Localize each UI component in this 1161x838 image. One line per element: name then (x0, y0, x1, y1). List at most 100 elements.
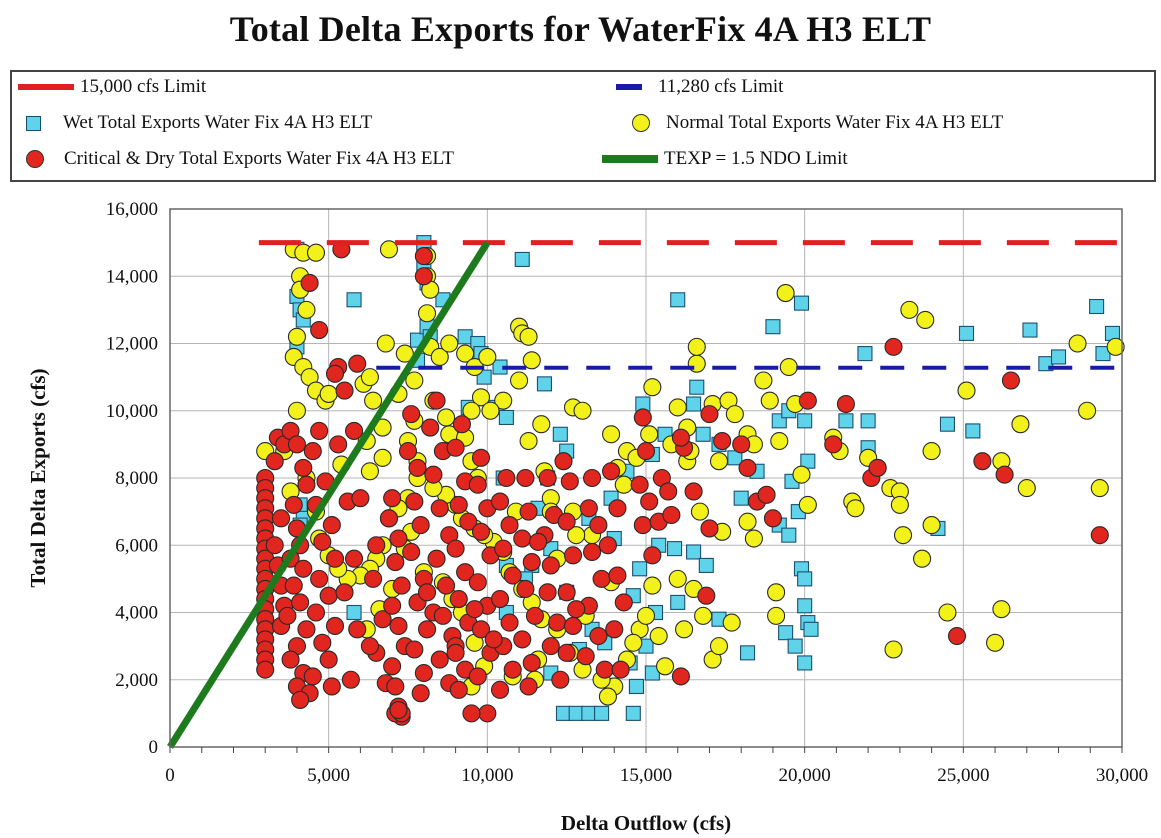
wet-data-point (857, 346, 873, 362)
normal-data-point (598, 687, 617, 706)
critical-dry-data-point (551, 670, 570, 689)
critical-dry-data-point (516, 579, 535, 599)
critical-dry-data-point (329, 435, 348, 454)
critical-dry-data-point (348, 620, 367, 639)
normal-data-point (405, 371, 424, 390)
wet-data-point (670, 594, 686, 610)
critical-dry-data-point (303, 442, 322, 461)
normal-data-point (668, 398, 687, 417)
critical-dry-data-point (583, 468, 602, 488)
wet-data-point (765, 319, 781, 335)
critical-dry-data-point (529, 532, 548, 551)
legend-item-normal: Normal Total Exports Water Fix 4A H3 ELT (632, 112, 1003, 134)
reference-lines (167, 240, 1122, 749)
wet-data-point (939, 416, 956, 432)
critical-dry-data-point (500, 613, 519, 632)
critical-dry-data-point (408, 458, 427, 477)
critical-dry-data-point (484, 630, 503, 649)
critical-dry-data-point (284, 495, 303, 514)
critical-dry-data-point (433, 606, 452, 625)
normal-data-point (297, 300, 316, 319)
wet-data-point (838, 413, 854, 429)
y-tick-label: 10,000 (106, 401, 158, 422)
critical-dry-data-point (525, 606, 544, 625)
wet-data-point (803, 621, 819, 637)
wet-data-point (514, 251, 530, 267)
normal-data-point (567, 526, 586, 545)
critical-dry-data-point (414, 267, 433, 286)
critical-dry-data-point (614, 593, 633, 612)
wet-data-point (965, 423, 981, 439)
critical-dry-data-point (471, 448, 491, 467)
critical-dry-data-point (281, 650, 300, 669)
critical-dry-data-point (287, 435, 306, 454)
critical-dry-data-point (297, 475, 316, 494)
critical-dry-data-point (583, 542, 602, 562)
critical-dry-data-point (452, 415, 471, 434)
wet-data-point (739, 645, 756, 661)
wet-data-point (733, 490, 749, 506)
critical-dry-data-point (633, 408, 652, 427)
series-normal (256, 240, 1125, 706)
x-tick-label: 25,000 (937, 765, 989, 786)
normal-data-point (360, 368, 379, 387)
normal-data-point (287, 327, 306, 346)
critical-dry-data-point (449, 589, 468, 609)
normal-data-point (913, 549, 932, 568)
normal-data-point (1090, 479, 1109, 498)
critical-dry-data-point (351, 489, 370, 508)
normal-data-point (306, 243, 326, 262)
legend-item-11280-limit: 11,280 cfs Limit (602, 76, 783, 98)
normal-data-point (709, 637, 729, 656)
critical-dry-data-point (335, 381, 354, 400)
y-tick-label: 14,000 (106, 266, 158, 287)
wet-data-point (689, 379, 705, 395)
normal-data-point (602, 425, 621, 444)
critical-dry-data-point (456, 563, 475, 582)
critical-dry-data-point (341, 670, 360, 689)
critical-dry-data-point (468, 667, 487, 686)
normal-data-point (957, 381, 976, 400)
critical-dry-data-point (513, 630, 532, 649)
normal-data-point (364, 391, 383, 410)
critical-dry-data-point (576, 647, 595, 666)
normal-data-point (893, 526, 913, 545)
legend-item-texp-limit: TEXP = 1.5 NDO Limit (602, 148, 848, 170)
critical-dry-data-point (424, 465, 443, 484)
critical-dry-data-point (389, 616, 408, 636)
critical-dry-data-point (322, 516, 341, 535)
critical-dry-data-point (303, 667, 322, 686)
series-critical-dry (256, 240, 1109, 726)
critical-dry-data-point (659, 482, 678, 501)
normal-data-point (643, 378, 662, 397)
normal-data-point (655, 657, 675, 676)
critical-dry-data-point (345, 421, 364, 440)
normal-data-point (725, 405, 744, 424)
critical-dry-data-point (697, 586, 716, 605)
legend-label: TEXP = 1.5 NDO Limit (664, 148, 848, 169)
critical-dry-data-point (836, 394, 855, 414)
critical-dry-data-point (633, 516, 652, 535)
critical-dry-data-point (557, 643, 576, 662)
critical-dry-data-point (284, 576, 303, 595)
critical-dry-data-point (325, 364, 345, 383)
critical-dry-data-point (386, 553, 405, 572)
wet-data-point (787, 638, 803, 654)
y-axis-title: Total Delta Exports (cfs) (26, 368, 50, 587)
critical-dry-data-point (325, 549, 345, 568)
critical-dry-data-point (345, 549, 364, 568)
legend-yellow-circle-icon (632, 114, 650, 132)
wet-data-point (1089, 298, 1105, 315)
critical-dry-data-point (389, 529, 408, 548)
critical-dry-data-point (548, 613, 567, 632)
wet-data-point (555, 705, 572, 721)
critical-dry-data-point (494, 539, 513, 558)
critical-dry-data-point (446, 539, 465, 558)
normal-data-point (760, 391, 779, 410)
critical-dry-data-point (449, 495, 468, 514)
critical-dry-data-point (335, 583, 354, 602)
critical-dry-data-point (579, 499, 598, 518)
normal-data-point (1011, 415, 1030, 434)
wet-data-point (670, 292, 686, 308)
